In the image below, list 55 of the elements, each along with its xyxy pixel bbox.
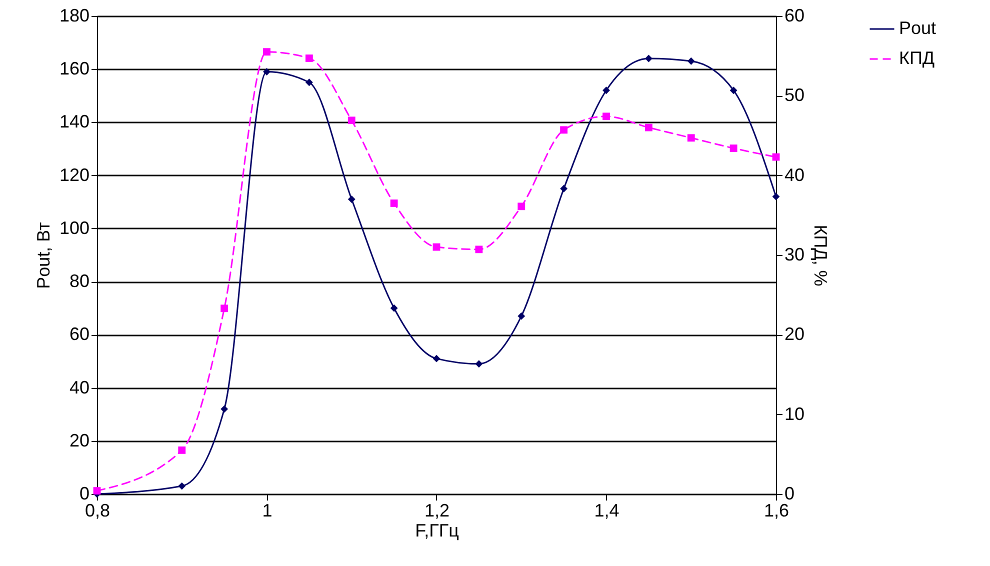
point xyxy=(220,304,228,312)
point xyxy=(432,354,440,362)
point xyxy=(687,57,695,65)
point xyxy=(348,196,356,203)
y-tick-label: 180 xyxy=(59,6,90,26)
point xyxy=(687,134,695,142)
y-tick-label: 0 xyxy=(79,484,90,504)
y-tick-label: 40 xyxy=(69,377,90,398)
point xyxy=(263,68,270,76)
y-tick-label: 80 xyxy=(69,271,90,292)
point xyxy=(772,192,780,200)
point xyxy=(220,405,228,413)
point xyxy=(730,86,738,94)
y2-tick-label: 0 xyxy=(784,484,795,504)
point xyxy=(475,360,483,368)
y2-tick-label: 60 xyxy=(784,6,805,26)
point xyxy=(390,200,398,207)
x-tick-label: 0,8 xyxy=(84,500,110,520)
y2-tick-label: 30 xyxy=(784,244,805,264)
point xyxy=(644,124,652,132)
point xyxy=(518,312,526,320)
point xyxy=(263,48,270,56)
y-tick-label: 120 xyxy=(59,164,90,185)
y2-tick-label: 10 xyxy=(784,404,805,424)
y2-tick-label: 40 xyxy=(784,164,805,185)
x-tick-label: 1,4 xyxy=(594,500,620,520)
y2-axis-title: КПД, % xyxy=(810,224,831,286)
y2-tick-label: 20 xyxy=(784,324,805,344)
y-tick-label: 60 xyxy=(69,324,90,344)
point xyxy=(305,78,313,86)
x-tick-label: 1 xyxy=(262,500,272,520)
point xyxy=(178,482,186,490)
point xyxy=(602,86,610,94)
point xyxy=(644,54,652,62)
x-tick-label: 1,2 xyxy=(424,500,450,520)
x-axis-title: F,ГГц xyxy=(415,520,459,540)
y-tick-label: 160 xyxy=(59,58,90,79)
point xyxy=(560,126,568,134)
legend-label: КПД xyxy=(899,48,935,68)
legend-label: Pout xyxy=(899,18,936,38)
x-tick-label: 1,6 xyxy=(764,500,790,520)
point xyxy=(305,54,313,62)
point xyxy=(390,304,398,312)
y-tick-label: 20 xyxy=(69,430,90,450)
y2-tick-label: 50 xyxy=(784,85,805,106)
y-tick-label: 100 xyxy=(59,218,90,238)
point xyxy=(475,246,483,254)
y-tick-label: 140 xyxy=(59,112,90,132)
point xyxy=(560,184,568,192)
y-axis-title: Pout, Вт xyxy=(33,222,54,289)
point xyxy=(348,116,356,124)
point xyxy=(518,202,526,210)
point xyxy=(178,446,186,454)
point xyxy=(730,144,738,152)
point xyxy=(602,112,610,120)
